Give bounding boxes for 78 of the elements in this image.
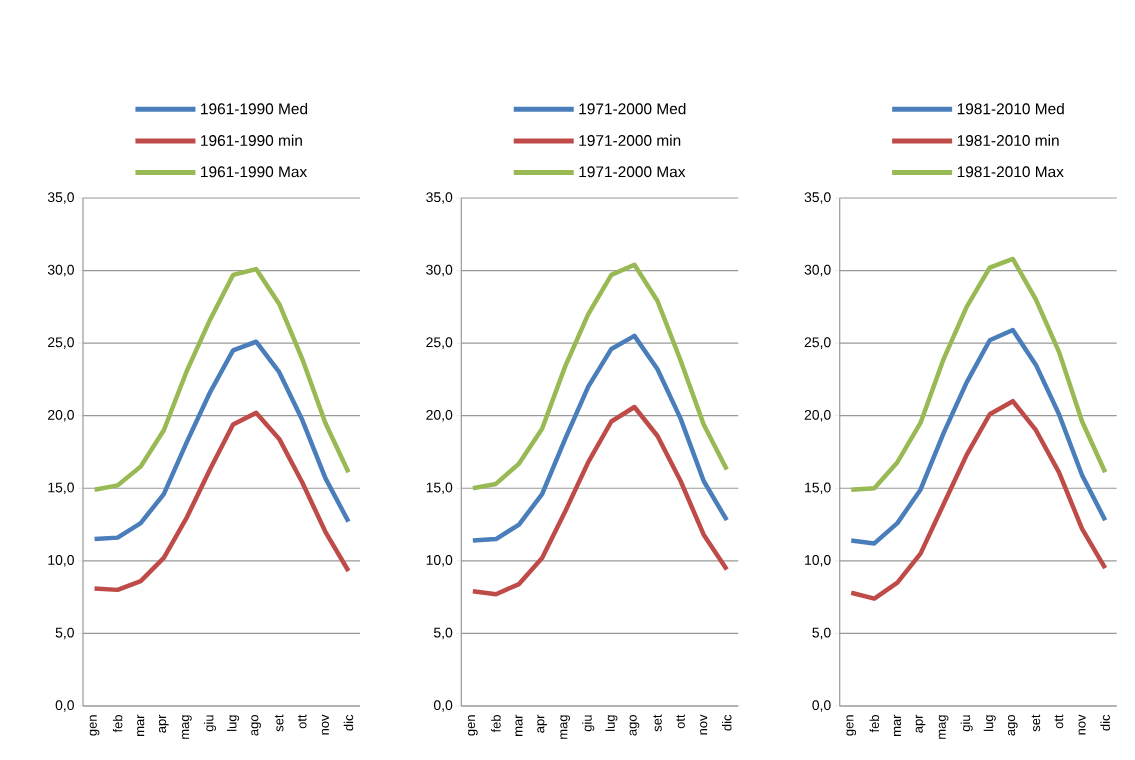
y-tick-label: 5,0 [55,627,74,640]
x-tick-label: apr [915,714,926,733]
x-tick-label: lug [605,715,618,731]
y-tick-label: 25,0 [48,337,74,349]
legend-label: 1961-1990 Max [201,166,308,178]
y-tick-label: 35,0 [804,192,831,204]
y-tick-label: 20,0 [48,409,74,422]
y-tick-label: 0,0 [433,700,453,712]
legend-label: 1981-2010 min [957,134,1059,146]
x-tick-label: gen [846,715,857,736]
x-tick-label: dic [722,714,732,731]
x-tick-label: feb [869,715,880,733]
x-tick-label: set [274,714,284,732]
legend-label: 1971-2000 Max [579,166,686,178]
x-tick-label: ott [1054,714,1064,729]
x-tick-label: feb [491,715,501,733]
x-tick-label: dic [1100,714,1110,731]
y-tick-label: 10,0 [805,555,831,567]
x-tick-label: mag [560,715,571,739]
y-tick-label: 10,0 [426,555,453,567]
y-tick-label: 35,0 [47,192,74,204]
x-tick-label: ott [298,714,307,729]
x-tick-label: giu [582,715,595,732]
x-tick-label: apr [537,714,547,733]
legend-label: 1961-1990 min [201,134,302,146]
x-tick-label: ott [676,714,685,729]
line-series [470,404,730,597]
legend-label: 1971-2000 min [579,134,681,146]
y-tick-label: 25,0 [804,337,831,349]
x-tick-label: mar [137,714,145,736]
y-tick-label: 15,0 [426,482,453,495]
line-series [92,339,351,542]
legend-label: 1981-2010 Max [957,166,1064,178]
line-series [849,327,1108,546]
x-tick-label: set [1031,714,1041,732]
y-tick-label: 5,0 [812,627,831,640]
y-tick-label: 30,0 [47,264,74,277]
y-tick-label: 15,0 [48,482,74,495]
line-series [92,266,351,492]
y-tick-label: 0,0 [812,700,831,712]
x-tick-label: set [653,714,662,732]
line-series [470,262,730,491]
x-tick-label: ago [1008,715,1018,736]
x-tick-label: lug [227,715,240,731]
x-tick-label: gen [89,715,100,736]
line-series [849,398,1108,601]
legend-label: 1961-1990 Med [201,102,308,115]
x-tick-label: mag [182,715,192,739]
y-tick-label: 25,0 [426,337,453,349]
x-tick-label: nov [1078,714,1086,735]
x-tick-label: apr [158,714,169,733]
x-tick-label: gen [468,715,478,736]
y-tick-label: 30,0 [804,264,831,277]
legend-label: 1981-2010 Med [957,102,1064,115]
y-tick-label: 35,0 [426,192,453,204]
y-tick-label: 5,0 [433,627,453,640]
y-tick-label: 30,0 [426,264,453,277]
line-series [92,410,351,593]
x-tick-label: mag [938,715,949,739]
x-tick-label: mar [515,714,523,736]
line-series [849,256,1108,492]
y-tick-label: 15,0 [805,482,831,495]
x-tick-label: nov [321,714,329,735]
x-tick-label: nov [700,714,708,735]
x-tick-label: ago [251,715,261,736]
line-series [470,333,730,543]
x-tick-label: feb [112,715,123,733]
x-tick-label: lug [983,715,996,731]
x-tick-label: giu [960,715,973,732]
x-tick-label: dic [343,714,354,731]
legend-label: 1971-2000 Med [579,102,686,115]
y-tick-label: 0,0 [55,700,74,712]
x-tick-label: ago [629,715,640,736]
x-tick-label: giu [203,715,216,732]
y-tick-label: 20,0 [426,409,453,422]
y-tick-label: 10,0 [48,555,74,567]
y-tick-label: 20,0 [804,409,831,422]
x-tick-label: mar [893,714,901,736]
